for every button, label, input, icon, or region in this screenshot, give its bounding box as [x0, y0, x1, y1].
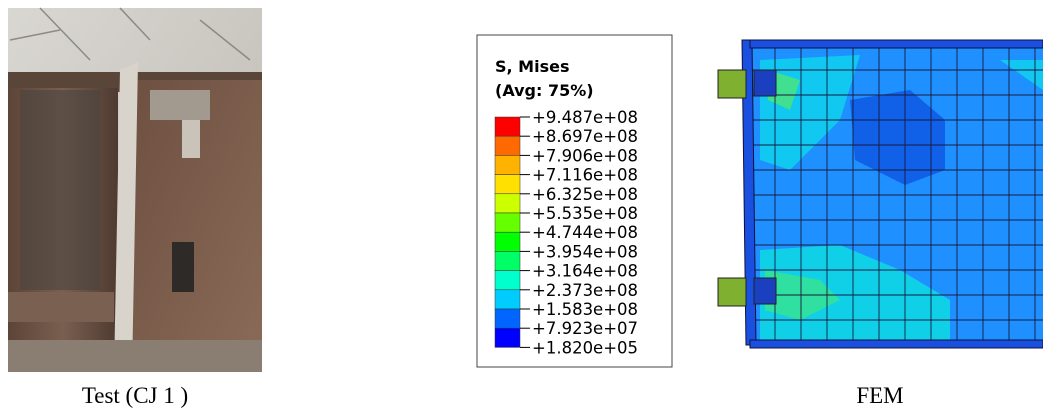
legend-swatch: [495, 136, 520, 155]
left-caption: Test (CJ 1 ): [82, 383, 188, 408]
legend-label: +3.164e+08: [532, 262, 638, 281]
legend-title: S, Mises: [495, 57, 569, 76]
figure: Test (CJ 1 ) S, Mises (Avg: 75%) +9.487e…: [0, 0, 1043, 413]
legend-label: +1.820e+05: [532, 338, 638, 357]
legend-label: +6.325e+08: [532, 185, 638, 204]
legend-subtitle: (Avg: 75%): [495, 81, 594, 100]
legend-swatch: [495, 194, 520, 213]
legend-swatch: [495, 213, 520, 232]
legend-label: +1.583e+08: [532, 300, 638, 319]
legend-label: +9.487e+08: [532, 108, 638, 127]
legend-swatch: [495, 290, 520, 309]
legend-label: +8.697e+08: [532, 127, 638, 146]
legend-swatch: [495, 271, 520, 290]
legend-label: +7.116e+08: [532, 166, 638, 185]
test-photo: [8, 8, 262, 372]
legend-swatch: [495, 232, 520, 251]
right-caption: FEM: [856, 383, 903, 408]
fem-model: [718, 40, 1043, 348]
legend-swatch: [495, 117, 520, 136]
legend-swatch: [495, 251, 520, 270]
legend-label: +3.954e+08: [532, 242, 638, 261]
legend-swatch: [495, 175, 520, 194]
legend-swatch: [495, 155, 520, 174]
legend-swatch: [495, 328, 520, 347]
legend-label: +4.744e+08: [532, 223, 638, 242]
legend-scale: +9.487e+08+8.697e+08+7.906e+08+7.116e+08…: [495, 108, 638, 357]
legend-label: +7.923e+07: [532, 319, 638, 338]
legend-label: +5.535e+08: [532, 204, 638, 223]
legend-label: +7.906e+08: [532, 146, 638, 165]
legend-label: +2.373e+08: [532, 281, 638, 300]
legend-swatch: [495, 309, 520, 328]
